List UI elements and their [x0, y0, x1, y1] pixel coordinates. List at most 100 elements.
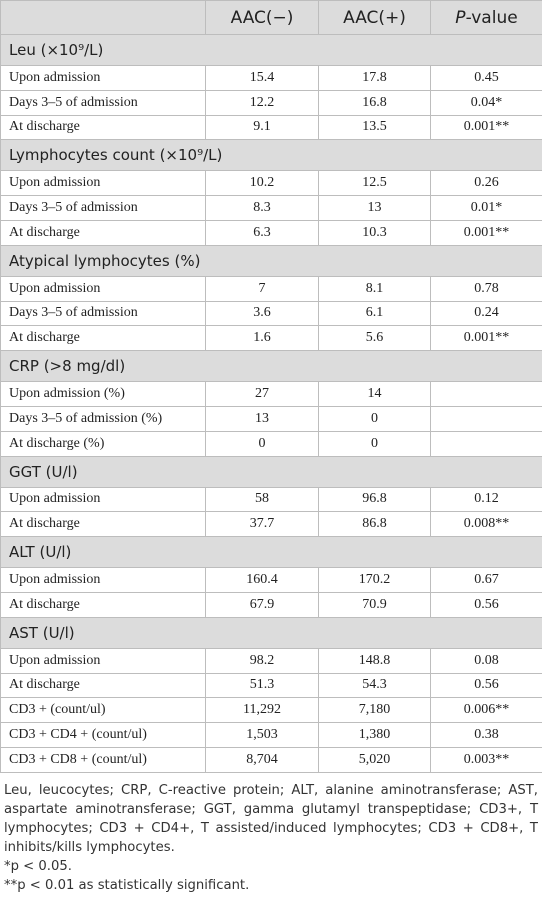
value-cell: 51.3	[205, 672, 319, 699]
value-cell: 0.008**	[430, 511, 542, 538]
header-cell: P-value	[430, 0, 542, 35]
data-row: CD3 + CD8 + (count/ul) 8,704 5,020 0.003**	[0, 746, 542, 773]
footnote: **p < 0.01 as statistically significant.	[4, 877, 250, 893]
value-cell: 13	[205, 405, 319, 432]
value-cell: 6.1	[318, 300, 431, 327]
section-title: Atypical lymphocytes (%)	[0, 244, 542, 277]
value-cell: 0.01*	[430, 195, 542, 221]
value-cell	[430, 405, 542, 432]
section-title: Leu (×10⁹/L)	[0, 34, 542, 66]
footnote: Leu, leucocytes; CRP, C-reactive protein…	[4, 782, 538, 855]
row-label: At discharge	[0, 672, 206, 699]
value-cell: 13.5	[318, 114, 431, 141]
footnotes: Leu, leucocytes; CRP, C-reactive protein…	[0, 773, 542, 895]
value-cell: 6.3	[205, 219, 319, 246]
data-row: Days 3–5 of admission 3.6 6.1 0.24	[0, 300, 542, 327]
value-cell: 11,292	[205, 697, 319, 724]
value-cell: 0.006**	[430, 697, 542, 724]
value-cell: 0.26	[430, 170, 542, 197]
data-row: Days 3–5 of admission (%) 13 0	[0, 405, 542, 432]
value-cell: 13	[318, 195, 431, 221]
value-cell: 54.3	[318, 672, 431, 699]
value-cell: 37.7	[205, 511, 319, 538]
row-label: Days 3–5 of admission	[0, 89, 206, 116]
value-cell: 27	[205, 381, 319, 407]
value-cell: 8.1	[318, 275, 431, 302]
header-cell: AAC(+)	[318, 0, 431, 35]
data-row: At discharge 6.3 10.3 0.001**	[0, 219, 542, 246]
data-row: At discharge (%) 0 0	[0, 430, 542, 457]
row-label: CD3 + (count/ul)	[0, 697, 206, 724]
table-body: Leu (×10⁹/L) Upon admission 15.4 17.8 0.45 Da…	[0, 34, 542, 773]
value-cell: 0	[205, 430, 319, 457]
value-cell: 0	[318, 405, 431, 432]
data-row: Days 3–5 of admission 12.2 16.8 0.04*	[0, 89, 542, 116]
value-cell: 86.8	[318, 511, 431, 538]
section-row: ALT (U/l)	[0, 536, 542, 569]
data-row: Upon admission 98.2 148.8 0.08	[0, 647, 542, 674]
value-cell	[430, 381, 542, 407]
data-row: Upon admission 15.4 17.8 0.45	[0, 65, 542, 91]
value-cell: 0.56	[430, 672, 542, 699]
row-label: At discharge	[0, 219, 206, 246]
value-cell: 0.38	[430, 722, 542, 748]
row-label: Upon admission	[0, 647, 206, 674]
value-cell: 0.24	[430, 300, 542, 327]
value-cell: 14	[318, 381, 431, 407]
value-cell: 98.2	[205, 647, 319, 674]
section-row: AST (U/l)	[0, 616, 542, 649]
value-cell: 10.2	[205, 170, 319, 197]
row-label: Days 3–5 of admission (%)	[0, 405, 206, 432]
header-row: AAC(−) AAC(+) P-value	[0, 0, 542, 35]
value-cell: 67.9	[205, 591, 319, 618]
data-row: CD3 + (count/ul) 11,292 7,180 0.006**	[0, 697, 542, 724]
data-row: Upon admission 58 96.8 0.12	[0, 486, 542, 513]
value-cell: 160.4	[205, 567, 319, 593]
section-title: Lymphocytes count (×10⁹/L)	[0, 139, 542, 172]
value-cell: 0.08	[430, 647, 542, 674]
value-cell: 5,020	[318, 746, 431, 773]
data-row: At discharge 37.7 86.8 0.008**	[0, 511, 542, 538]
value-cell	[430, 430, 542, 457]
value-cell: 16.8	[318, 89, 431, 116]
value-cell: 7	[205, 275, 319, 302]
header-text: -value	[465, 7, 518, 28]
value-cell: 0.04*	[430, 89, 542, 116]
section-row: CRP (>8 mg/dl)	[0, 350, 542, 383]
data-row: CD3 + CD4 + (count/ul) 1,503 1,380 0.38	[0, 722, 542, 748]
value-cell: 0.67	[430, 567, 542, 593]
value-cell: 0.56	[430, 591, 542, 618]
row-label: At discharge	[0, 511, 206, 538]
row-label: Upon admission	[0, 170, 206, 197]
row-label: At discharge (%)	[0, 430, 206, 457]
section-title: GGT (U/l)	[0, 455, 542, 488]
row-label: Days 3–5 of admission	[0, 300, 206, 327]
table-header: AAC(−) AAC(+) P-value	[0, 0, 542, 35]
data-row: Upon admission 160.4 170.2 0.67	[0, 567, 542, 593]
value-cell: 12.5	[318, 170, 431, 197]
footnote: *p < 0.05.	[4, 858, 72, 874]
section-row: Leu (×10⁹/L)	[0, 34, 542, 66]
data-row: At discharge 9.1 13.5 0.001**	[0, 114, 542, 141]
data-row: Upon admission 7 8.1 0.78	[0, 275, 542, 302]
value-cell: 5.6	[318, 325, 431, 352]
row-label: At discharge	[0, 591, 206, 618]
data-row: Upon admission 10.2 12.5 0.26	[0, 170, 542, 197]
value-cell: 17.8	[318, 65, 431, 91]
data-row: Days 3–5 of admission 8.3 13 0.01*	[0, 195, 542, 221]
value-cell: 0.45	[430, 65, 542, 91]
value-cell: 7,180	[318, 697, 431, 724]
row-label: Upon admission (%)	[0, 381, 206, 407]
header-italic: P	[455, 7, 466, 28]
value-cell: 8.3	[205, 195, 319, 221]
header-cell	[0, 0, 206, 35]
value-cell: 58	[205, 486, 319, 513]
row-label: Upon admission	[0, 275, 206, 302]
section-row: Atypical lymphocytes (%)	[0, 244, 542, 277]
row-label: At discharge	[0, 325, 206, 352]
value-cell: 0.001**	[430, 219, 542, 246]
row-label: At discharge	[0, 114, 206, 141]
data-row: Upon admission (%) 27 14	[0, 381, 542, 407]
data-table: AAC(−) AAC(+) P-value Leu (×10⁹/L) Upon a…	[0, 0, 542, 773]
row-label: Upon admission	[0, 65, 206, 91]
